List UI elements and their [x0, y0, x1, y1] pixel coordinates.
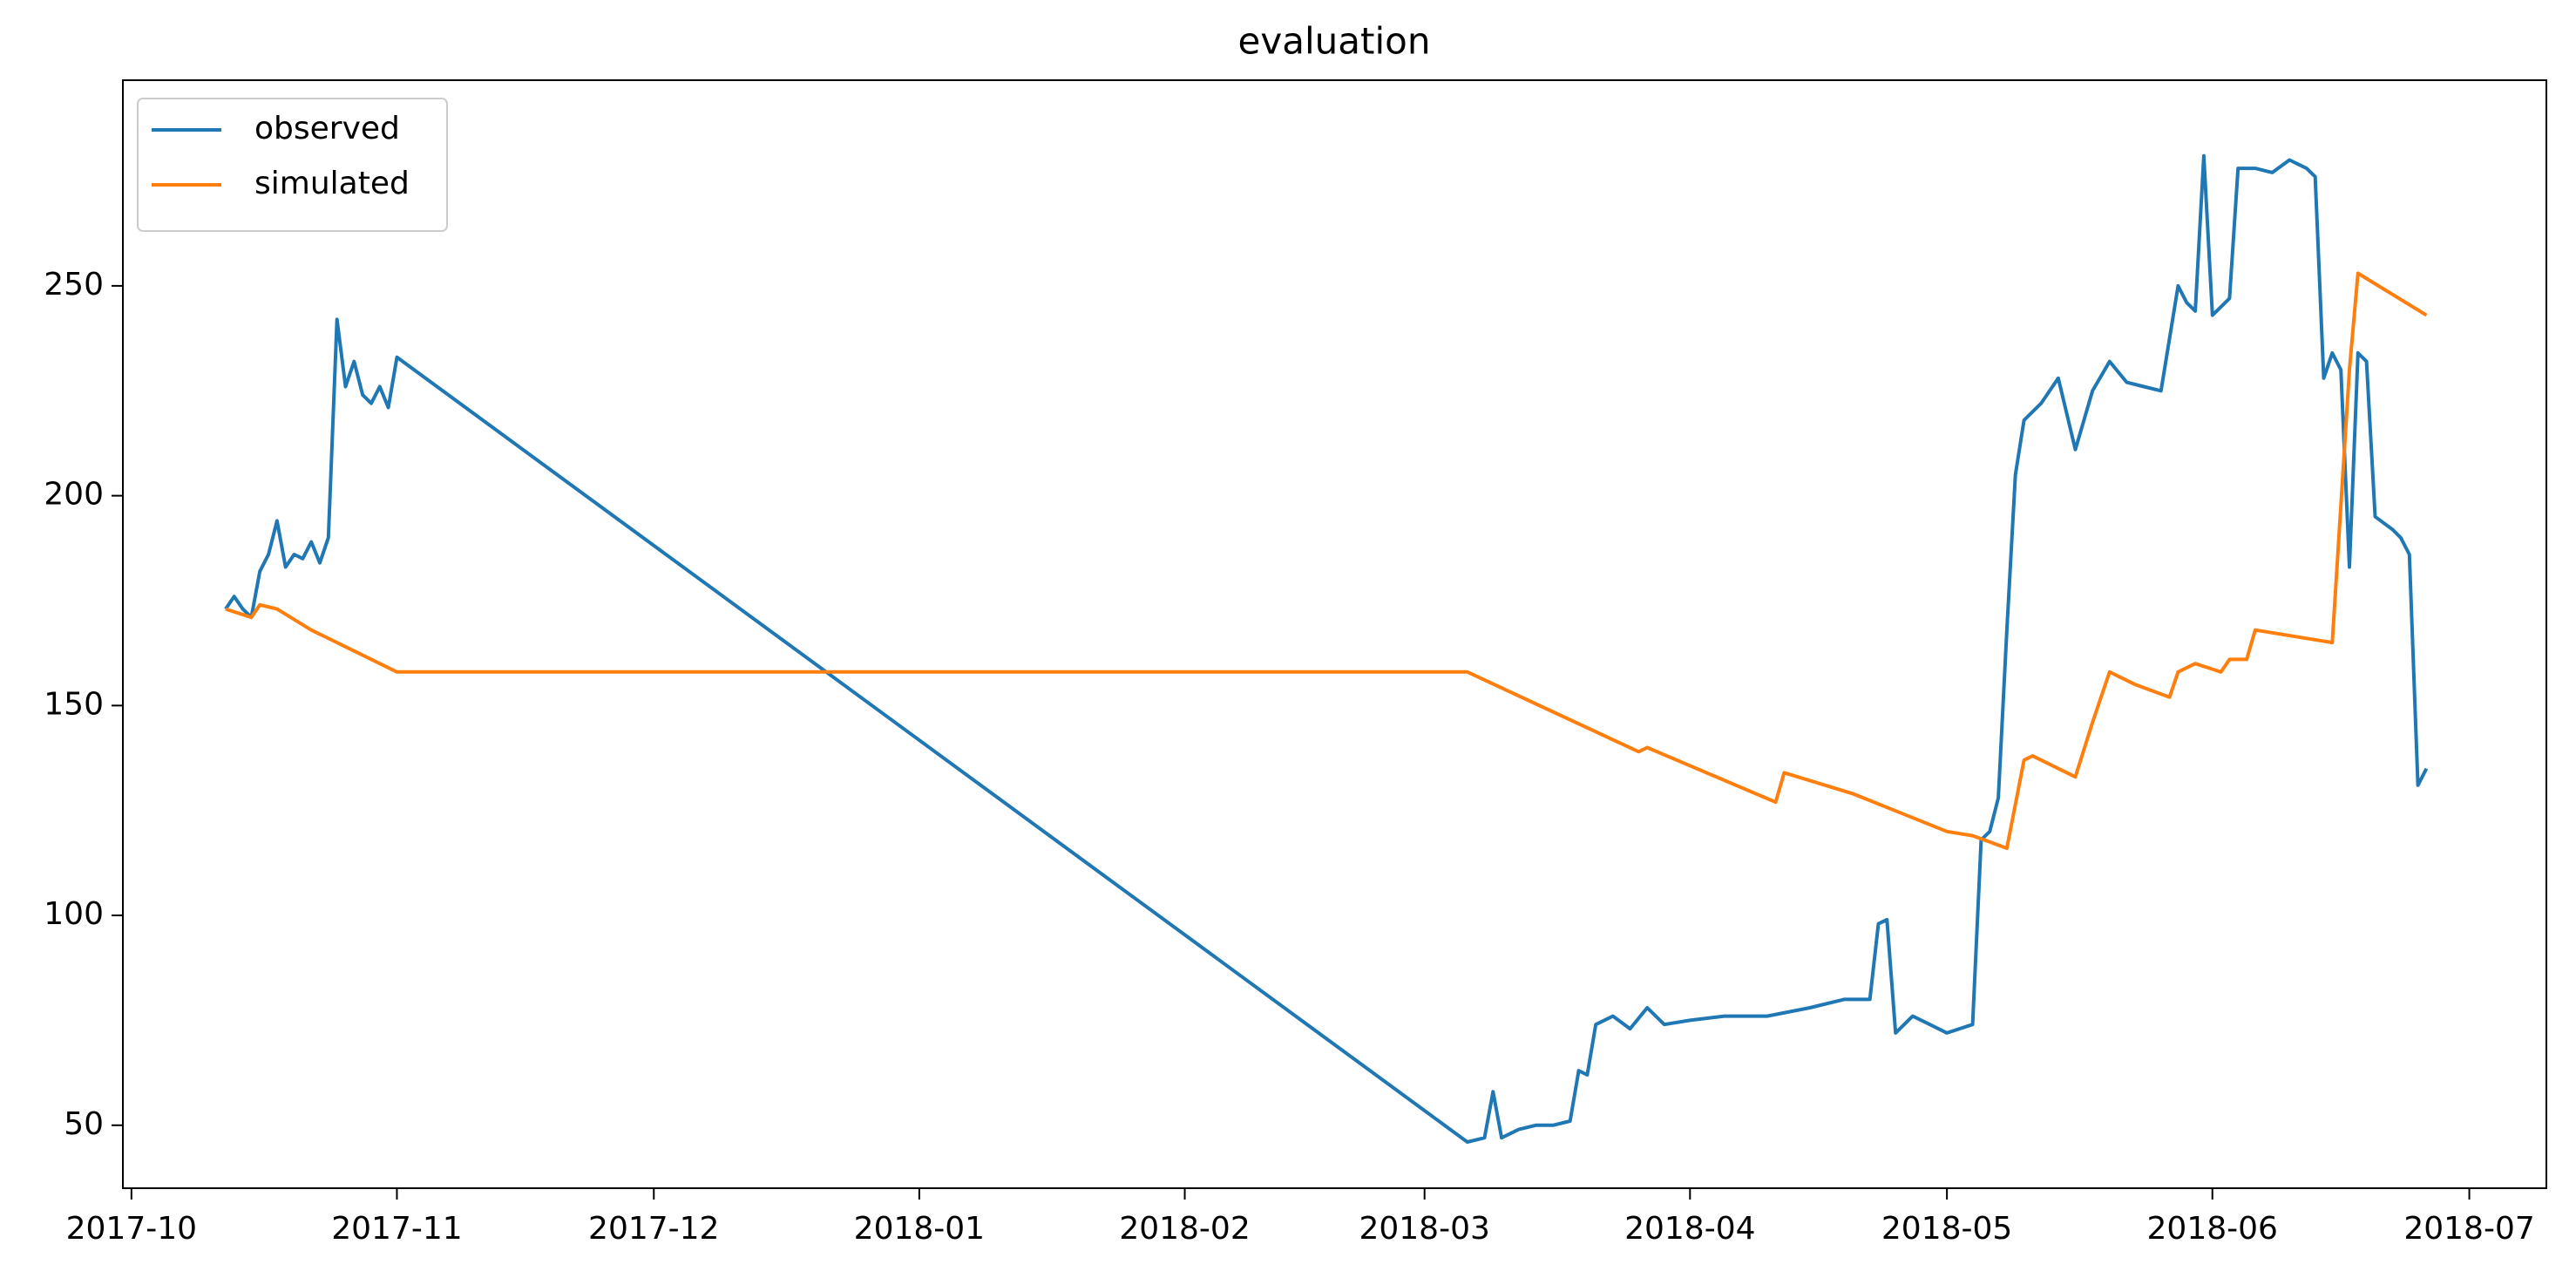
- axes-frame: [122, 79, 2547, 1189]
- line-series: [225, 271, 2428, 850]
- legend-label: observed: [254, 111, 400, 146]
- x-tick-label: 2017-10: [66, 1211, 197, 1247]
- y-tick-label: 200: [44, 477, 104, 513]
- x-tick-label: 2018-07: [2403, 1211, 2534, 1247]
- x-tick-label: 2018-03: [1359, 1211, 1489, 1247]
- y-tick-label: 100: [44, 896, 104, 932]
- x-tick-label: 2018-02: [1119, 1211, 1250, 1247]
- x-tick-label: 2018-01: [854, 1211, 985, 1247]
- chart-title: evaluation: [1238, 20, 1431, 63]
- y-tick-label: 150: [44, 686, 104, 722]
- x-tick-label: 2018-04: [1624, 1211, 1755, 1247]
- x-tick-label: 2017-11: [331, 1211, 462, 1247]
- x-tick-label: 2017-12: [588, 1211, 719, 1247]
- x-tick-label: 2018-05: [1881, 1211, 2012, 1247]
- x-tick-label: 2018-06: [2147, 1211, 2278, 1247]
- legend-label: simulated: [254, 166, 410, 201]
- y-tick-label: 50: [64, 1106, 104, 1142]
- y-tick-label: 250: [44, 267, 104, 303]
- line-series: [224, 153, 2429, 1144]
